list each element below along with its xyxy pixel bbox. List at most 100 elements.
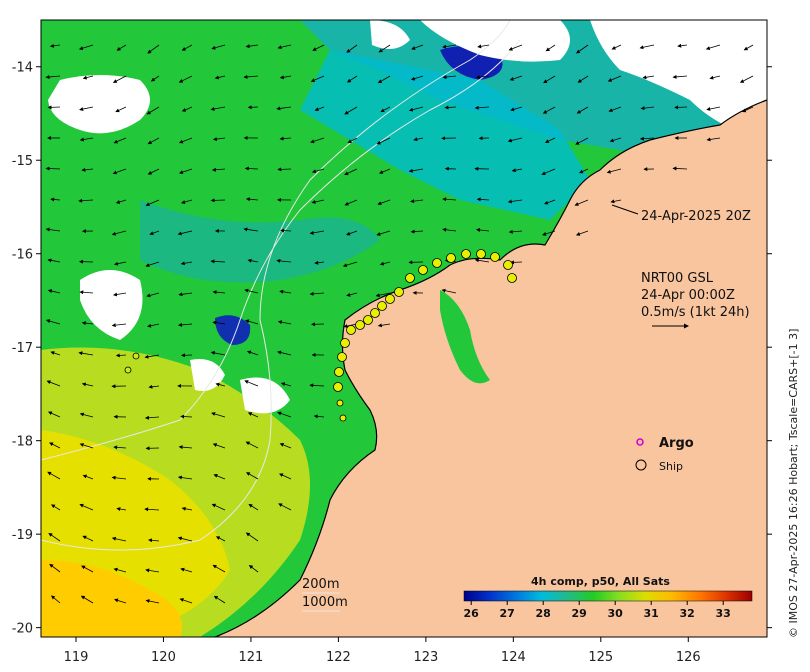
colorbar — [463, 590, 753, 602]
current-vector — [507, 137, 523, 143]
current-vector — [410, 75, 424, 81]
current-vector — [278, 503, 292, 511]
current-vector — [144, 354, 160, 359]
current-vector — [178, 75, 193, 83]
current-vector — [314, 260, 325, 265]
ship-position-marker — [355, 320, 365, 330]
current-vector — [81, 565, 94, 573]
current-vector — [248, 565, 259, 573]
current-vector — [210, 106, 226, 111]
colorbar-title: 4h comp, p50, All Sats — [531, 575, 670, 588]
current-vector — [116, 507, 127, 512]
colorbar-ticks: 26 27 28 29 30 31 32 33 — [464, 601, 731, 620]
current-vector — [411, 44, 424, 50]
argo-marker-icon — [636, 438, 644, 446]
contour-200-label: 200m — [302, 577, 339, 592]
current-vector — [639, 136, 655, 141]
current-vector — [608, 106, 622, 113]
current-vector — [545, 44, 556, 52]
current-vector — [541, 168, 556, 176]
ship-position-marker — [418, 265, 428, 275]
current-vector — [609, 137, 622, 143]
colorbar-tick-label: 28 — [536, 607, 551, 620]
current-vector — [114, 598, 127, 604]
current-vector — [508, 229, 523, 234]
current-vector — [543, 75, 556, 84]
current-vector — [45, 319, 61, 325]
current-vector — [642, 75, 655, 80]
cloud-mask — [48, 20, 767, 414]
y-tick-label: -20 — [12, 622, 33, 637]
current-vector — [542, 230, 556, 236]
current-vector — [115, 353, 127, 358]
x-tick-label: 121 — [239, 650, 264, 665]
ship-position-marker — [490, 252, 500, 262]
current-vector — [210, 198, 226, 203]
current-vector — [180, 414, 193, 419]
current-vector — [474, 258, 490, 263]
current-vector — [211, 412, 226, 418]
current-vector — [246, 472, 259, 480]
current-vector — [49, 43, 61, 48]
current-vector — [147, 137, 160, 145]
current-vector — [610, 199, 622, 204]
current-vector — [344, 199, 358, 206]
current-vector — [313, 414, 325, 419]
x-tick-label: 124 — [501, 650, 526, 665]
ship-position-marker — [336, 399, 344, 407]
current-vector — [180, 261, 193, 266]
x-tick-label: 125 — [588, 650, 613, 665]
current-vector — [215, 382, 226, 387]
ship-legend-label: Ship — [659, 460, 683, 473]
current-vector — [181, 106, 193, 112]
current-vector — [212, 320, 226, 325]
contour-200m — [41, 39, 521, 461]
current-vector — [277, 320, 292, 325]
current-vector — [672, 74, 688, 79]
current-vector — [47, 411, 61, 418]
y-tick-label: -18 — [12, 435, 33, 450]
x-tick-label: 126 — [676, 650, 701, 665]
current-vector — [639, 44, 655, 50]
ship-position-marker — [503, 260, 513, 270]
current-vector — [379, 261, 391, 266]
product-label: NRT00 GSL — [641, 271, 714, 286]
x-tick-label: 119 — [64, 650, 89, 665]
ship-position-marker — [394, 287, 404, 297]
current-vector — [82, 474, 94, 480]
current-vector — [148, 538, 160, 543]
colorbar-tick-label: 27 — [500, 607, 515, 620]
current-vector — [277, 411, 292, 418]
current-vector — [144, 415, 160, 420]
current-vector — [544, 137, 556, 143]
current-vector — [47, 289, 61, 294]
current-vector — [475, 75, 490, 80]
current-vector — [150, 75, 160, 82]
sst-hottest-zone — [41, 560, 182, 637]
ship-position-marker — [340, 338, 350, 348]
current-vector — [279, 136, 292, 141]
colorbar-tick-label: 29 — [572, 607, 587, 620]
current-vector — [80, 595, 94, 604]
current-vector — [145, 568, 160, 573]
vector-scale-label: 0.5m/s (1kt 24h) — [641, 305, 750, 320]
ship-position-marker — [446, 253, 456, 263]
current-vector — [178, 168, 193, 174]
current-vector — [544, 199, 556, 205]
current-vector — [380, 106, 391, 113]
current-vector — [144, 507, 160, 512]
current-vector — [181, 44, 193, 51]
product-date-label: 24-Apr 00:00Z — [641, 288, 735, 303]
x-tick-label: 122 — [326, 650, 351, 665]
current-vector — [146, 292, 160, 298]
current-vector — [244, 288, 259, 294]
current-vector — [277, 44, 292, 50]
current-vector — [444, 105, 457, 110]
ship-position-marker — [124, 366, 132, 374]
current-vector — [739, 75, 754, 83]
current-vector — [215, 536, 226, 542]
current-vector — [377, 199, 391, 206]
current-vector — [243, 227, 259, 232]
x-tick-label: 120 — [151, 650, 176, 665]
current-vector — [280, 228, 292, 233]
